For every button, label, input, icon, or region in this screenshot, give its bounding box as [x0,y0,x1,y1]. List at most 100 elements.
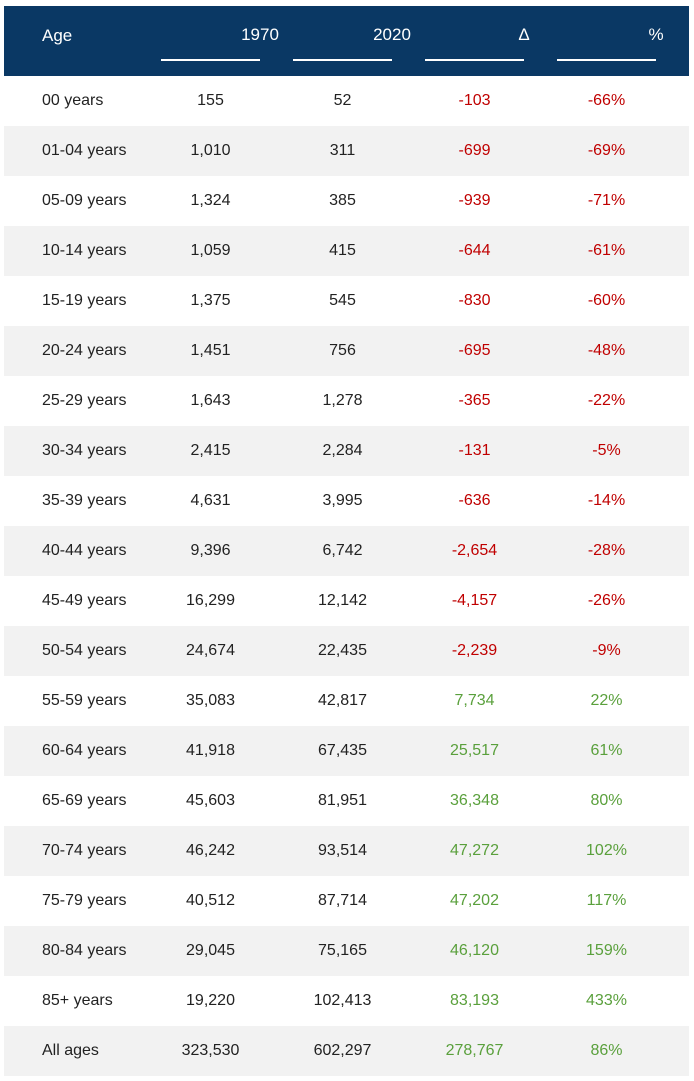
percent-cell: -48% [587,342,626,359]
age-cell: 00 years [42,92,104,109]
table-row: 35-39 years 4,631 3,995 -636 -14% [4,476,689,526]
table-row: 60-64 years 41,918 67,435 25,517 61% [4,726,689,776]
value-1970-cell: 155 [197,92,224,109]
percent-cell: 159% [586,942,627,959]
table-row: 40-44 years 9,396 6,742 -2,654 -28% [4,526,689,576]
value-2020-cell: 42,817 [318,692,367,709]
table-row: 65-69 years 45,603 81,951 36,348 80% [4,776,689,826]
age-comparison-table: Age 1970 2020 Δ % 00 years 155 52 -103 -66% 0… [4,6,689,1076]
percent-cell: -9% [592,642,621,659]
percent-cell: -66% [587,92,626,109]
table-row: 70-74 years 46,242 93,514 47,272 102% [4,826,689,876]
header-age-label: Age [42,26,73,45]
value-2020-cell: 415 [329,242,356,259]
age-cell: 80-84 years [42,942,127,959]
table-row: 15-19 years 1,375 545 -830 -60% [4,276,689,326]
value-1970-cell: 24,674 [186,642,235,659]
age-cell: 85+ years [42,992,113,1009]
value-2020-cell: 102,413 [313,992,372,1009]
age-cell: 60-64 years [42,742,127,759]
percent-cell: -28% [587,542,626,559]
header-underline [293,59,392,61]
percent-cell: -5% [592,442,621,459]
delta-cell: 36,348 [450,792,499,809]
header-delta-label: Δ [518,25,530,44]
value-1970-cell: 1,451 [190,342,231,359]
header-delta: Δ [425,6,530,76]
value-2020-cell: 87,714 [318,892,367,909]
value-1970-cell: 40,512 [186,892,235,909]
table-row: 45-49 years 16,299 12,142 -4,157 -26% [4,576,689,626]
age-cell: 20-24 years [42,342,127,359]
value-1970-cell: 1,375 [190,292,231,309]
age-cell: 01-04 years [42,142,127,159]
percent-cell: 61% [590,742,623,759]
value-2020-cell: 67,435 [318,742,367,759]
value-2020-cell: 12,142 [318,592,367,609]
table-row: 85+ years 19,220 102,413 83,193 433% [4,976,689,1026]
delta-cell: -2,654 [451,542,498,559]
header-2020-label: 2020 [373,25,411,44]
value-2020-cell: 75,165 [318,942,367,959]
table-body: 00 years 155 52 -103 -66% 01-04 years 1,010 311… [4,76,689,1076]
value-1970-cell: 41,918 [186,742,235,759]
header-percent: % [557,6,664,76]
delta-cell: -4,157 [451,592,498,609]
value-2020-cell: 602,297 [313,1042,372,1059]
age-cell: 05-09 years [42,192,127,209]
header-percent-label: % [648,25,664,44]
value-2020-cell: 6,742 [322,542,363,559]
value-1970-cell: 4,631 [190,492,231,509]
delta-cell: 7,734 [454,692,495,709]
percent-cell: -60% [587,292,626,309]
table-row: 10-14 years 1,059 415 -644 -61% [4,226,689,276]
value-1970-cell: 9,396 [190,542,231,559]
delta-cell: 47,202 [450,892,499,909]
percent-cell: 22% [590,692,623,709]
value-1970-cell: 46,242 [186,842,235,859]
delta-cell: -644 [458,242,491,259]
table-header: Age 1970 2020 Δ % [4,6,689,76]
delta-cell: -695 [458,342,491,359]
header-underline [557,59,656,61]
age-cell: 10-14 years [42,242,127,259]
delta-cell: 47,272 [450,842,499,859]
table-row: 30-34 years 2,415 2,284 -131 -5% [4,426,689,476]
age-cell: 30-34 years [42,442,127,459]
delta-cell: -830 [458,292,491,309]
percent-cell: -71% [587,192,626,209]
age-cell: 45-49 years [42,592,127,609]
table-row: 80-84 years 29,045 75,165 46,120 159% [4,926,689,976]
delta-cell: -2,239 [451,642,498,659]
delta-cell: -131 [458,442,491,459]
value-2020-cell: 311 [329,142,356,159]
header-age: Age [4,6,154,76]
value-1970-cell: 323,530 [181,1042,240,1059]
age-cell: All ages [42,1042,99,1059]
age-cell: 55-59 years [42,692,127,709]
header-underline [425,59,524,61]
percent-cell: 117% [586,892,627,909]
value-1970-cell: 35,083 [186,692,235,709]
value-2020-cell: 81,951 [318,792,367,809]
value-2020-cell: 545 [329,292,356,309]
age-cell: 15-19 years [42,292,127,309]
age-cell: 35-39 years [42,492,127,509]
percent-cell: -26% [587,592,626,609]
value-1970-cell: 19,220 [186,992,235,1009]
table-row: 05-09 years 1,324 385 -939 -71% [4,176,689,226]
age-cell: 40-44 years [42,542,127,559]
value-2020-cell: 93,514 [318,842,367,859]
age-cell: 75-79 years [42,892,127,909]
age-cell: 65-69 years [42,792,127,809]
value-1970-cell: 1,059 [190,242,231,259]
delta-cell: -699 [458,142,491,159]
value-2020-cell: 22,435 [318,642,367,659]
value-2020-cell: 2,284 [322,442,363,459]
table-row: 55-59 years 35,083 42,817 7,734 22% [4,676,689,726]
header-1970: 1970 [161,6,279,76]
value-2020-cell: 1,278 [322,392,363,409]
table-row: 75-79 years 40,512 87,714 47,202 117% [4,876,689,926]
table-row: 20-24 years 1,451 756 -695 -48% [4,326,689,376]
value-1970-cell: 16,299 [186,592,235,609]
